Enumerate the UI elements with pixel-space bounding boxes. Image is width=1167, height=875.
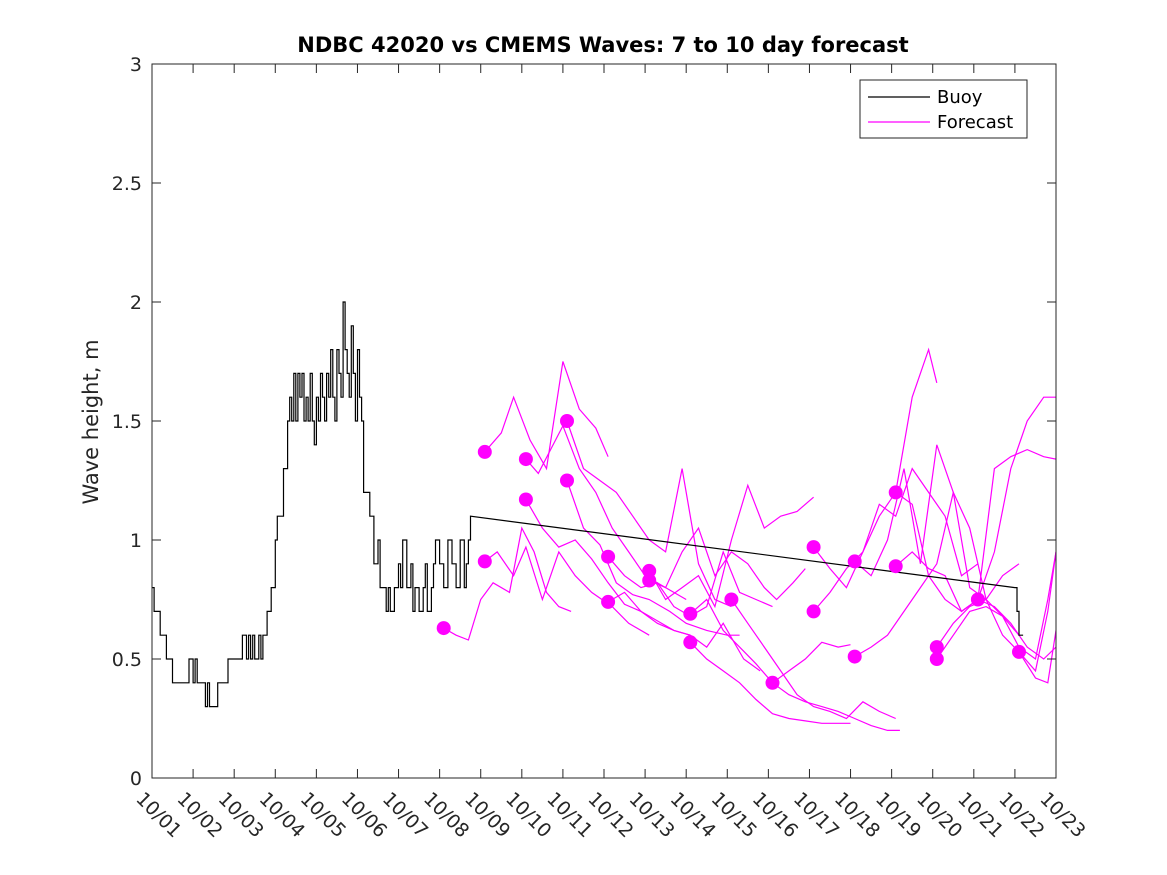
y-tick-label: 1 <box>130 530 142 552</box>
forecast-marker <box>806 604 821 619</box>
forecast-marker <box>929 652 944 666</box>
y-tick-label: 2.5 <box>112 173 142 195</box>
forecast-marker <box>683 606 698 621</box>
y-tick-label: 2 <box>130 292 142 314</box>
forecast-marker <box>601 594 616 609</box>
forecast-marker <box>518 452 533 467</box>
forecast-series-5 <box>525 499 691 636</box>
forecast-marker <box>806 540 821 555</box>
forecast-series-15 <box>772 682 900 732</box>
legend-label-buoy: Buoy <box>937 87 983 108</box>
chart-title: NDBC 42020 vs CMEMS Waves: 7 to 10 day f… <box>297 33 908 57</box>
forecast-marker <box>1012 644 1026 659</box>
forecast-series-1 <box>443 526 572 641</box>
legend-box <box>859 79 1028 139</box>
forecast-marker <box>601 549 616 564</box>
buoy-series <box>152 301 1024 708</box>
y-tick-label: 0 <box>130 768 142 790</box>
forecast-series-25 <box>1018 551 1056 673</box>
y-tick-label: 0.5 <box>112 649 142 671</box>
y-axis-label: Wave height, m <box>79 339 103 504</box>
forecast-marker <box>724 592 739 607</box>
forecast-series-16 <box>813 347 938 589</box>
data-layer <box>152 301 1056 732</box>
forecast-series-22 <box>936 598 1056 684</box>
forecast-marker <box>847 554 862 569</box>
forecast-series-13 <box>689 641 851 724</box>
forecast-marker <box>560 473 574 488</box>
forecast-marker <box>847 649 862 664</box>
plot-area <box>152 301 1056 732</box>
forecast-marker <box>477 554 492 569</box>
forecast-series-17 <box>813 467 979 612</box>
legend: Buoy Forecast <box>859 79 1028 139</box>
legend-label-forecast: Forecast <box>937 112 1013 133</box>
forecast-marker <box>765 675 780 690</box>
forecast-series-14 <box>730 599 896 720</box>
forecast-series-23 <box>936 551 1056 661</box>
y-tick-label: 3 <box>130 54 142 76</box>
forecast-marker <box>518 492 533 507</box>
forecast-marker <box>642 573 657 588</box>
forecast-marker <box>888 559 903 574</box>
forecast-series-3 <box>484 545 650 636</box>
forecast-marker <box>970 592 985 607</box>
forecast-series-2 <box>484 361 609 471</box>
forecast-marker <box>929 640 944 655</box>
forecast-marker <box>683 635 698 650</box>
forecast-marker <box>888 485 903 500</box>
forecast-marker <box>560 414 574 428</box>
forecast-series-11 <box>648 526 806 601</box>
forecast-marker <box>436 621 451 636</box>
forecast-series-18 <box>854 444 1020 601</box>
forecast-marker <box>477 444 492 459</box>
forecast-marker <box>642 563 657 578</box>
y-tick-label: 1.5 <box>112 411 142 433</box>
forecast-series-10 <box>648 483 814 609</box>
forecast-series-7 <box>566 480 740 636</box>
